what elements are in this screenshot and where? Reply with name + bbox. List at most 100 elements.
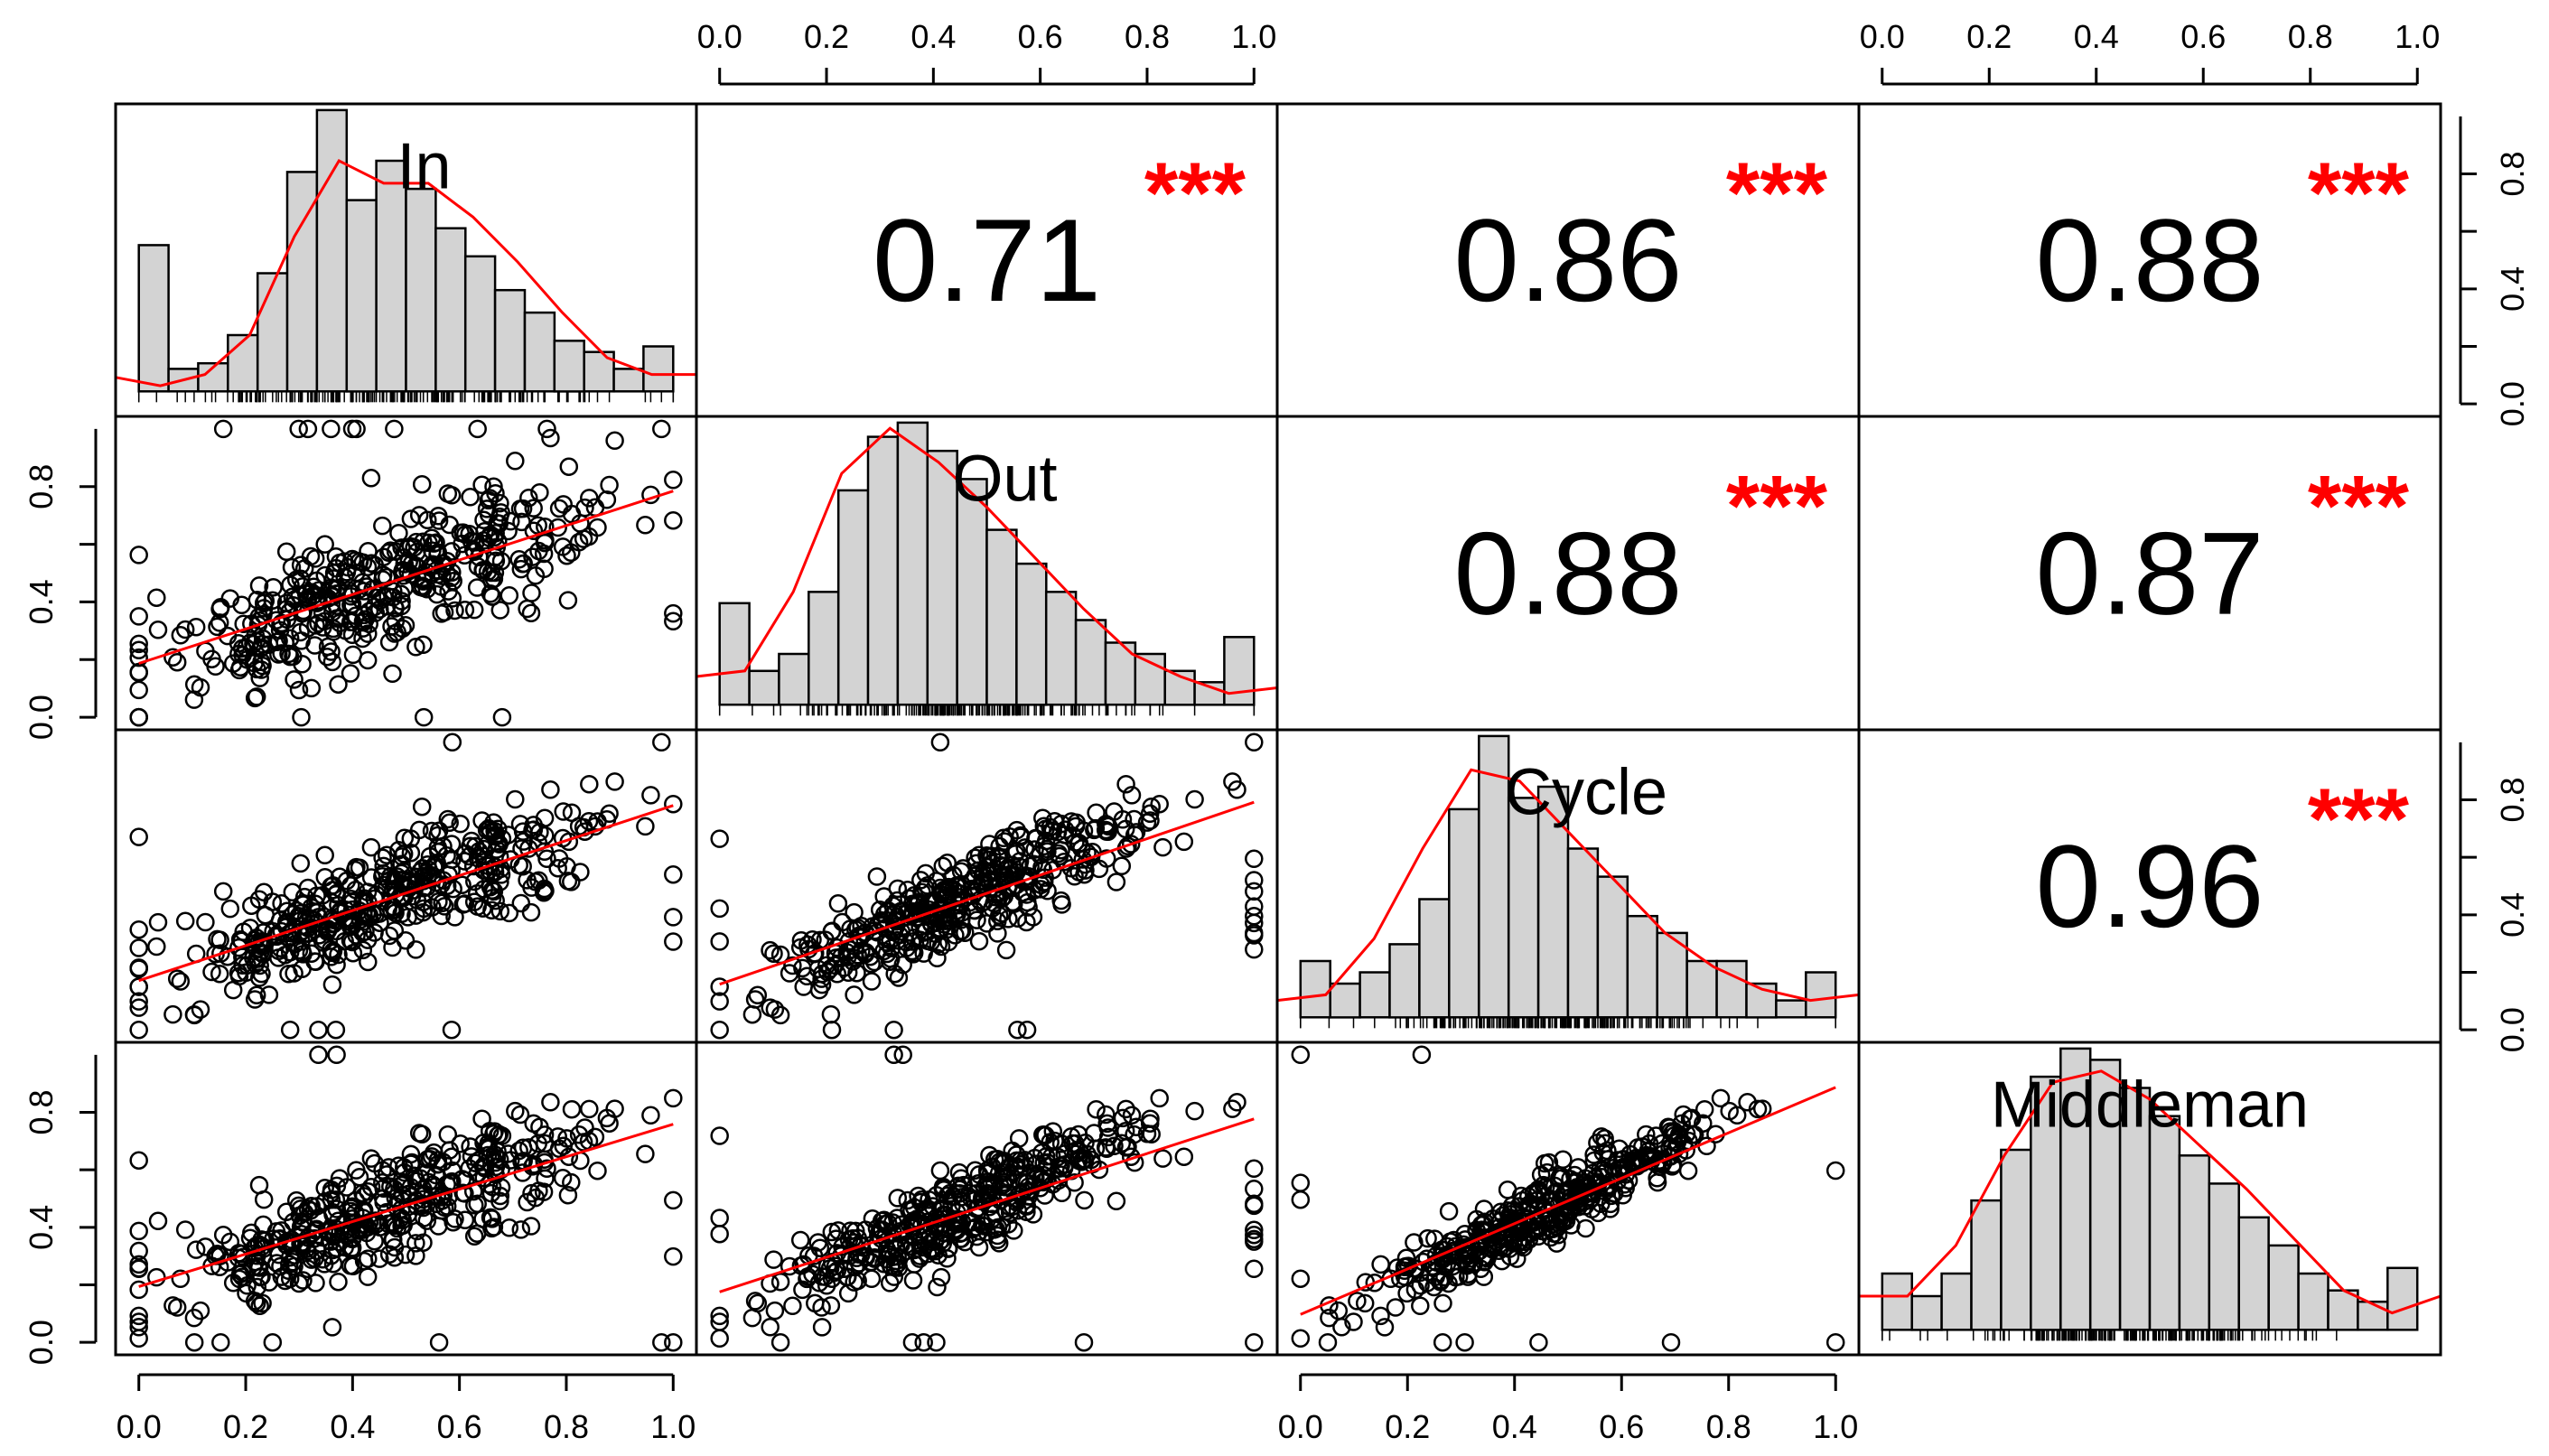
scatter-point	[353, 923, 372, 942]
scatter-point	[710, 1224, 729, 1244]
scatter-points	[1291, 1045, 1845, 1352]
variable-label: In	[397, 130, 451, 202]
scatter-point	[455, 1210, 475, 1230]
scatter-point	[605, 431, 624, 451]
scatter-point	[742, 1004, 762, 1024]
scatter-point	[988, 846, 1007, 866]
scatter-point	[323, 619, 343, 639]
tick-label: 1.0	[1231, 18, 1276, 55]
scatter-point	[999, 865, 1019, 884]
scatter-point	[346, 1190, 366, 1210]
scatter-point	[382, 901, 401, 920]
scatter-point	[370, 591, 389, 611]
scatter-point	[580, 1099, 599, 1119]
histogram-bar	[1418, 898, 1451, 1019]
scatter-point	[522, 1183, 541, 1203]
scatter-point	[486, 1153, 505, 1172]
scatter-point	[1598, 1141, 1617, 1161]
scatter-point	[664, 1332, 683, 1352]
scatter-point	[892, 901, 910, 920]
scatter-point	[319, 589, 338, 608]
scatter-point	[1017, 1020, 1037, 1040]
scatter-point	[1245, 871, 1264, 890]
scatter-point	[918, 931, 938, 951]
scatter-point	[1595, 1181, 1615, 1201]
scatter-point	[548, 518, 567, 537]
tick-label: 0.4	[2494, 892, 2531, 938]
rug-marks	[1881, 1330, 2338, 1341]
scatter-point	[1069, 1151, 1088, 1171]
scatter-point	[1125, 1125, 1144, 1144]
scatter-point	[358, 882, 378, 901]
scatter-point	[548, 858, 567, 878]
scatter-point	[867, 867, 887, 886]
scatter-point	[213, 882, 233, 901]
histogram-bar	[2059, 1047, 2092, 1331]
scatter-point	[358, 1218, 378, 1237]
scatter-point	[429, 507, 448, 526]
scatter-point	[1411, 1296, 1430, 1316]
histogram-bar	[1015, 562, 1048, 706]
scatter-point	[1026, 829, 1046, 848]
histogram-bar	[1478, 734, 1510, 1019]
scatter-point	[1371, 1306, 1390, 1326]
scatter-point	[969, 1237, 989, 1257]
scatter-point	[506, 452, 525, 471]
scatter-point	[930, 733, 950, 752]
scatter-point	[129, 977, 148, 996]
scatter-point	[412, 474, 432, 494]
scatter-point	[1455, 1224, 1474, 1244]
scatter-point	[536, 1134, 555, 1153]
scatter-point	[770, 1332, 790, 1352]
scatter-point	[218, 947, 238, 966]
scatter-point	[541, 780, 560, 799]
histogram-bar	[1388, 943, 1421, 1019]
scatter-point	[184, 1332, 204, 1352]
scatter-point	[373, 867, 392, 886]
scatter-point	[394, 1174, 413, 1194]
scatter-point	[305, 549, 325, 568]
scatter-point	[927, 872, 947, 891]
scatter-point	[379, 543, 398, 562]
scatter-point	[1089, 859, 1109, 879]
scatter-point	[1074, 1332, 1094, 1352]
scatter-point	[506, 789, 525, 809]
smooth-fit-line	[1300, 1086, 1836, 1316]
histogram-bar	[2000, 1148, 2032, 1331]
histogram-bar	[2178, 1154, 2211, 1331]
scatter-point	[322, 975, 342, 994]
scatter-point	[163, 1004, 182, 1024]
scatter-point	[1711, 1088, 1731, 1108]
histogram-bar	[315, 108, 349, 393]
scatter-point	[490, 901, 510, 921]
significance-stars: ***	[1726, 145, 1828, 242]
scatter-point	[382, 617, 401, 636]
scatter-point	[326, 558, 346, 578]
scatter-point	[929, 910, 948, 929]
scatter-point	[999, 1178, 1019, 1197]
scatter-point	[1106, 1191, 1126, 1211]
scatter-point	[1432, 1246, 1452, 1265]
scatter-point	[488, 513, 507, 533]
scatter-point	[395, 578, 414, 598]
scatter-points	[710, 1045, 1264, 1352]
scatter-point	[1375, 1318, 1395, 1337]
histogram-bar	[808, 591, 840, 706]
tick-label: 0.8	[23, 464, 60, 509]
scatter-point	[302, 583, 321, 602]
scatter-point	[455, 525, 475, 544]
tick-label: 0.8	[2494, 777, 2531, 822]
scatter-point	[309, 1045, 328, 1065]
scatter-point	[770, 1272, 790, 1292]
scatter-point	[440, 813, 459, 833]
scatter-point	[485, 1145, 505, 1164]
scatter-point	[558, 1185, 578, 1205]
scatter-point	[1069, 863, 1088, 882]
scatter-point	[765, 1301, 785, 1321]
scatter-point	[1665, 1121, 1684, 1141]
scatter-point	[636, 1144, 655, 1163]
scatter-point	[1153, 837, 1172, 857]
scatter-point	[327, 1045, 346, 1065]
scatter-point	[884, 1045, 903, 1065]
scatter-point	[346, 606, 366, 626]
